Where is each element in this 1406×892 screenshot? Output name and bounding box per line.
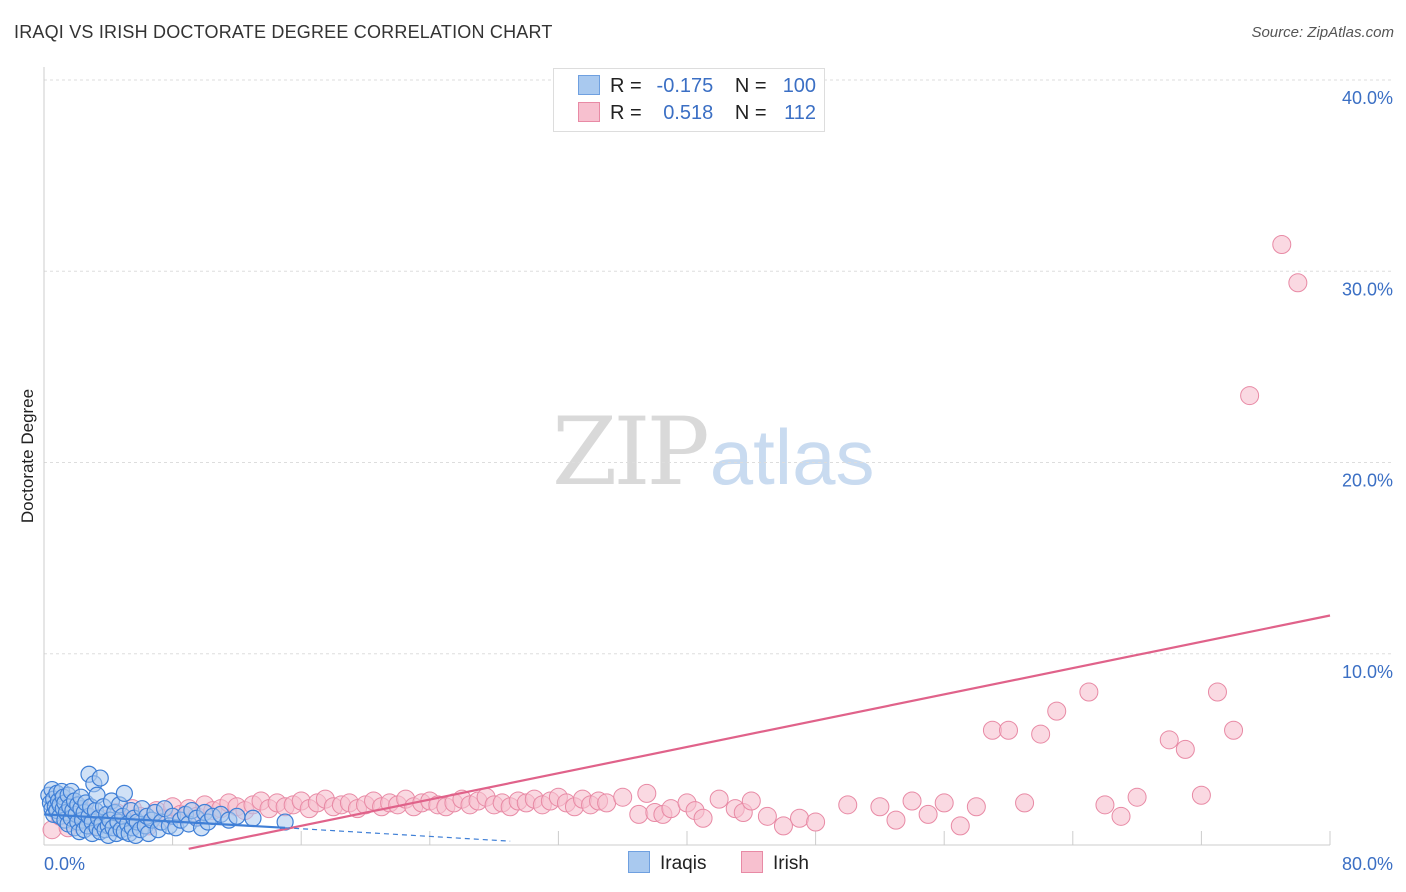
y-tick-label: 40.0% (1342, 88, 1393, 108)
irish-point (1159, 730, 1179, 750)
legend-item-iraqis: Iraqis (628, 851, 706, 877)
iraqis-point (244, 809, 262, 827)
iraqis-point (91, 769, 109, 787)
x-tick-label: 80.0% (1342, 854, 1393, 874)
irish-point (999, 720, 1018, 740)
source-label: Source: ZipAtlas.com (1251, 24, 1394, 41)
irish-point (982, 720, 1002, 740)
irish-point (966, 797, 986, 817)
iraqis-point (115, 784, 133, 802)
irish-point (693, 808, 713, 828)
irish-point (1191, 785, 1211, 805)
irish-point (757, 806, 777, 826)
trend-lines (43, 614, 1331, 850)
iraqis-swatch (578, 75, 600, 95)
irish-point (838, 795, 858, 815)
iraqis-n-label: N = (734, 75, 767, 97)
irish-point (1079, 682, 1099, 702)
legend-item-irish: Irish (741, 851, 809, 877)
irish-point (1095, 795, 1115, 815)
irish-point (902, 791, 922, 811)
legend-irish-swatch (741, 851, 763, 873)
irish-point (806, 812, 826, 832)
iraqis-points (40, 765, 294, 845)
axes (43, 67, 1331, 846)
tick-labels: 10.0% 20.0% 30.0% 40.0% 0.0% 80.0% (44, 88, 1393, 874)
grid-lines (44, 79, 1392, 655)
irish-point (1288, 273, 1308, 293)
y-tick-label: 30.0% (1342, 279, 1393, 299)
y-tick-label: 10.0% (1342, 662, 1393, 682)
irish-point (741, 791, 761, 811)
chart-title: IRAQI VS IRISH DOCTORATE DEGREE CORRELAT… (14, 22, 553, 42)
irish-point (1240, 386, 1260, 406)
irish-point (597, 793, 617, 813)
irish-point (1272, 234, 1292, 254)
legend-irish-label: Irish (773, 853, 809, 874)
iraqis-r-value: -0.175 (656, 75, 714, 97)
irish-point (709, 789, 729, 809)
irish-trend-line (188, 614, 1331, 850)
legend-row-irish: R = 0.518 N = 112 (578, 102, 816, 126)
irish-point (934, 793, 954, 813)
irish-point (1127, 787, 1147, 807)
iraqis-n-value: 100 (782, 75, 817, 97)
irish-r-label: R = (610, 102, 642, 124)
iraqis-r-label: R = (610, 75, 642, 97)
irish-points (42, 234, 1308, 840)
iraqis-trend-extension (285, 827, 511, 842)
irish-point (1047, 701, 1067, 721)
legend-row-iraqis: R = -0.175 N = 100 (578, 75, 816, 99)
irish-point (1207, 682, 1227, 702)
irish-point (1031, 724, 1051, 744)
irish-point (613, 787, 633, 807)
irish-n-label: N = (734, 102, 767, 124)
irish-point (1224, 720, 1244, 740)
irish-point (661, 799, 681, 819)
irish-point (870, 797, 890, 817)
irish-point (950, 816, 970, 836)
irish-n-value: 112 (784, 102, 817, 124)
irish-point (790, 808, 810, 828)
irish-r-value: 0.518 (663, 102, 714, 124)
legend-iraqis-swatch (628, 851, 650, 873)
irish-swatch (578, 102, 600, 122)
irish-point (1175, 739, 1195, 759)
iraqis-trend-line (43, 813, 286, 829)
correlation-legend: R = -0.175 N = 100 R = 0.518 N = 112 (553, 68, 825, 132)
y-tick-label: 20.0% (1342, 471, 1393, 491)
legend-iraqis-label: Iraqis (660, 853, 707, 874)
iraqis-point (228, 807, 246, 825)
irish-point (1015, 793, 1035, 813)
irish-point (629, 804, 649, 824)
irish-point (918, 804, 938, 824)
x-tick-label: 0.0% (44, 854, 85, 874)
irish-point (773, 816, 793, 836)
irish-point (637, 783, 657, 803)
irish-point (1111, 806, 1131, 826)
irish-point (886, 810, 906, 830)
